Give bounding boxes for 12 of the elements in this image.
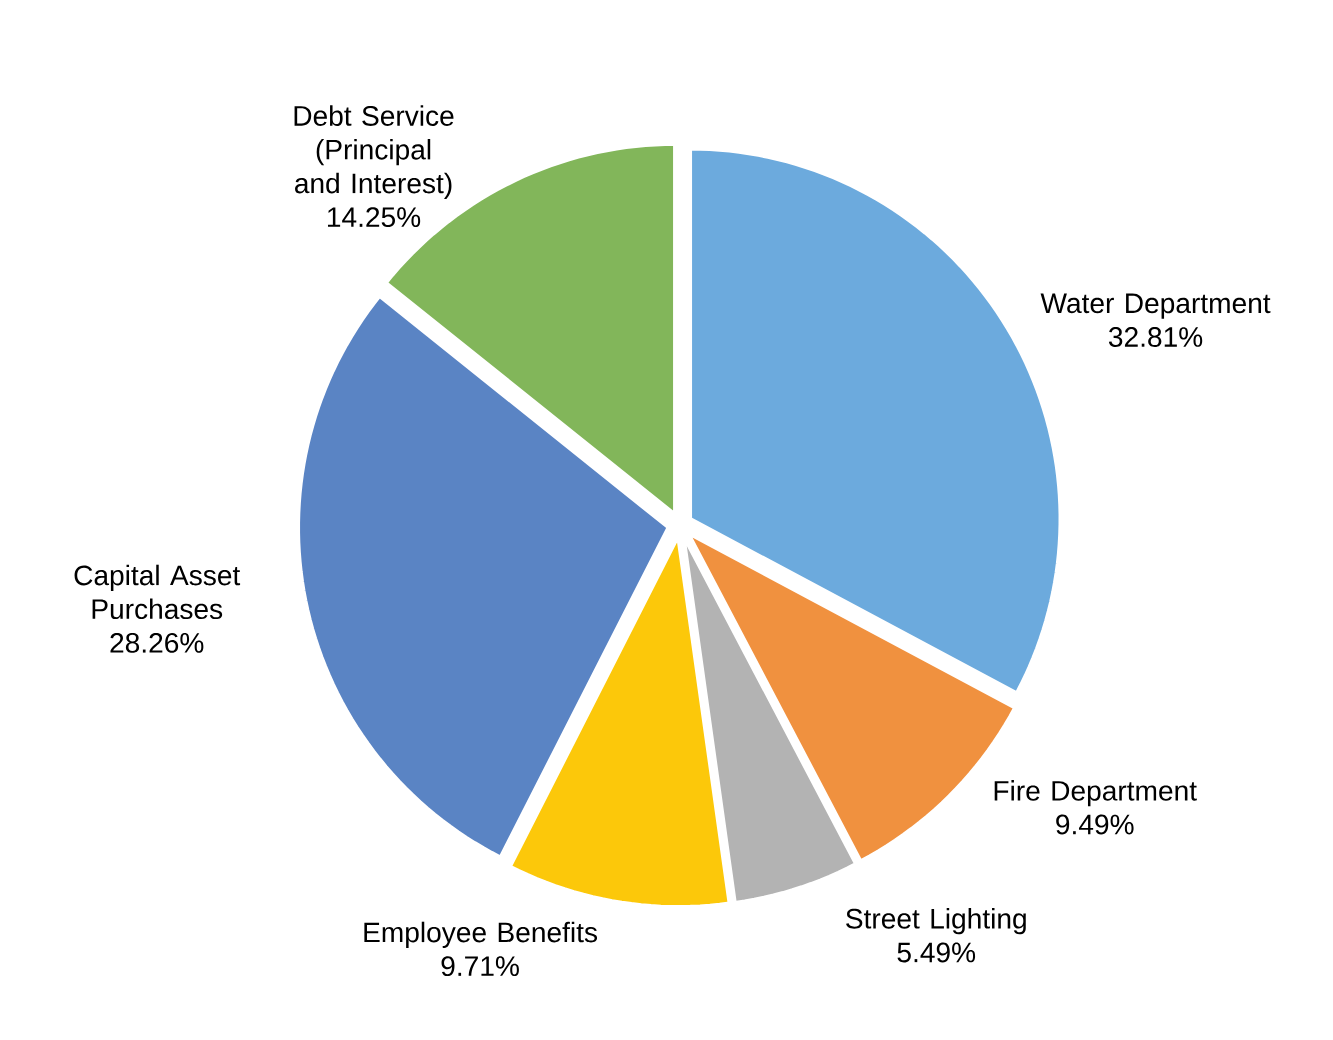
slice-label: Water Department: [1040, 293, 1271, 319]
data-label: 9.71%: [441, 956, 519, 977]
data-label: 5.49%: [897, 942, 976, 963]
slice-label: Fire Department: [994, 780, 1197, 807]
slice-label: Employee Benefits: [364, 921, 598, 948]
data-label: 9.49%: [1056, 814, 1134, 835]
slice-label: Debt Service (Principal and Interest): [294, 105, 454, 199]
slice-label: Capital Asset Purchases: [74, 564, 241, 620]
data-label: 28.26%: [110, 632, 204, 653]
data-label: 14.25%: [327, 207, 421, 228]
slice-label: Street Lighting: [846, 908, 1026, 935]
data-label: 32.81%: [1108, 327, 1203, 347]
